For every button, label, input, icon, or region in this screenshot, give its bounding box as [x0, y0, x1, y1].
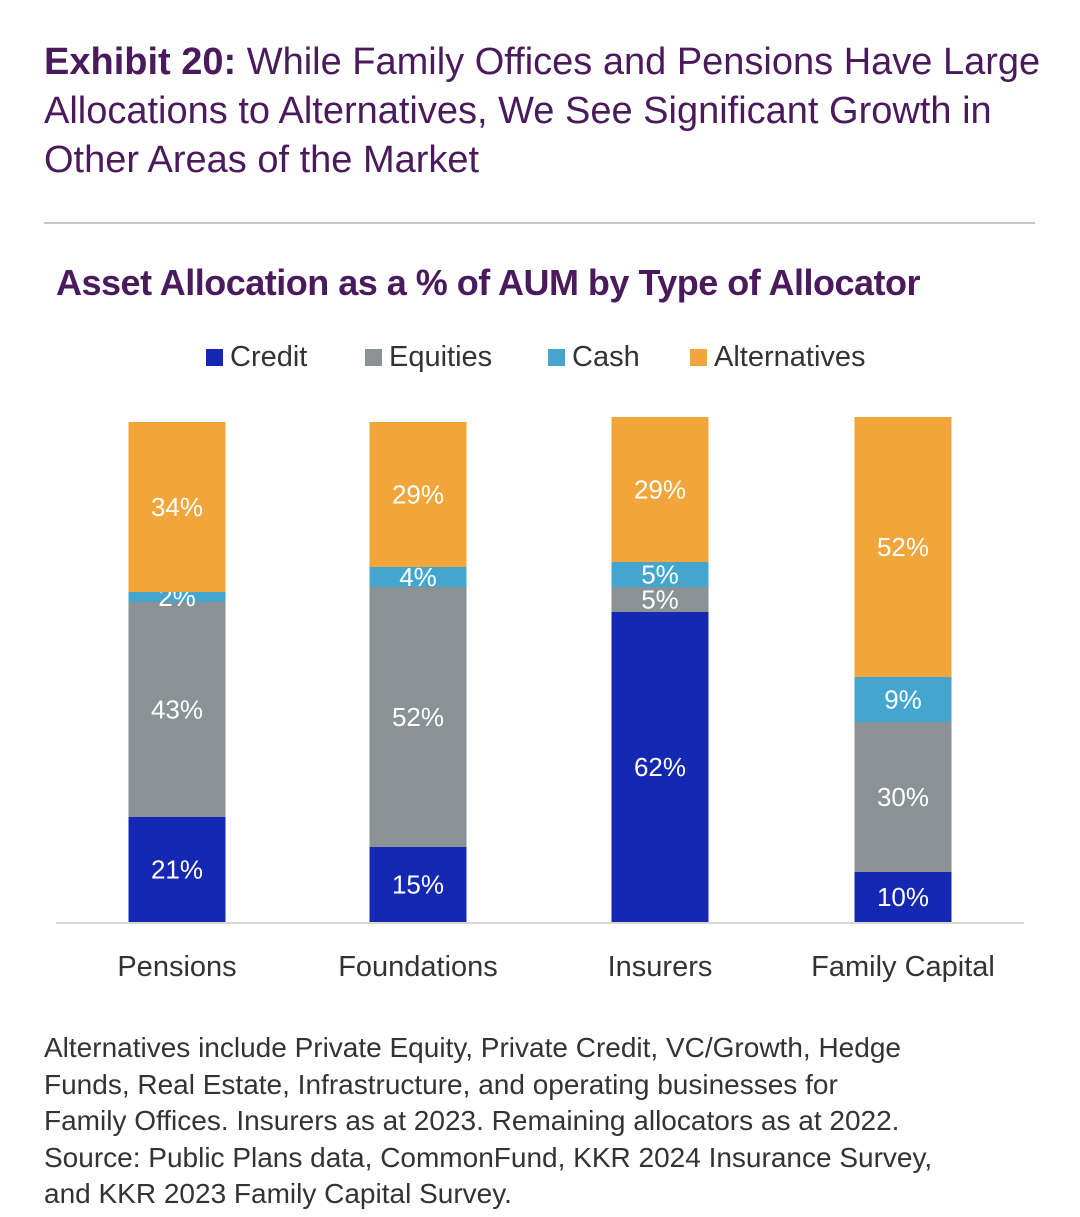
legend-swatch-cash [548, 348, 565, 366]
chart-footnote: Alternatives include Private Equity, Pri… [44, 1030, 1054, 1213]
bar-segment-cash-pensions [128, 592, 226, 602]
data-label: 62% [634, 752, 686, 782]
data-label: 29% [634, 475, 686, 505]
footnote-line: Funds, Real Estate, Infrastructure, and … [44, 1068, 838, 1100]
bar-segment-credit-insurers [611, 612, 709, 922]
legend-item-equities: Equities [365, 337, 492, 377]
legend-label-credit: Credit [230, 340, 308, 373]
footnote-line: Source: Public Plans data, CommonFund, K… [44, 1141, 933, 1173]
data-label: 30% [877, 782, 929, 812]
bar-segment-cash-foundations [369, 567, 467, 587]
bar-segment-alternatives-insurers [611, 417, 709, 562]
data-label: 5% [641, 585, 679, 615]
footnote-line: Alternatives include Private Equity, Pri… [44, 1032, 901, 1063]
legend-label-equities: Equities [389, 340, 493, 373]
legend-item-credit: Credit [206, 337, 307, 377]
x-tick-label: Insurers [608, 951, 713, 983]
x-tick-label: Family Capital [811, 951, 995, 983]
bar-segment-alternatives-foundations [369, 422, 467, 567]
exhibit-number: Exhibit 20: [44, 41, 237, 83]
legend-swatch-alternatives [690, 348, 707, 366]
bar-segment-equities-pensions [128, 602, 226, 817]
legend-item-alternatives: Alternatives [690, 337, 866, 377]
data-label: 15% [392, 870, 444, 900]
data-label: 34% [151, 492, 203, 522]
data-label: 10% [877, 882, 929, 912]
legend-item-cash: Cash [548, 337, 640, 377]
bar-segment-credit-family-capital [854, 872, 952, 922]
data-label: 52% [877, 532, 929, 562]
data-label: 43% [151, 695, 203, 725]
bar-segment-equities-insurers [611, 587, 709, 612]
legend-label-cash: Cash [572, 340, 640, 373]
bar-segment-cash-family-capital [854, 677, 952, 722]
chart-legend: Credit Equities Cash Alternatives [0, 337, 1080, 377]
data-label: 52% [392, 702, 444, 732]
x-tick-label: Foundations [338, 951, 498, 983]
bar-segment-alternatives-family-capital [854, 417, 952, 677]
bar-segment-credit-foundations [369, 847, 467, 922]
stacked-bar-chart: 21%43%2%34%Pensions15%52%4%29%Foundation… [56, 417, 1024, 983]
data-label: 29% [392, 480, 444, 510]
data-label: 5% [641, 560, 679, 590]
exhibit-header: Exhibit 20: While Family Offices and Pen… [44, 38, 1044, 185]
bar-segment-equities-foundations [369, 587, 467, 847]
footnote-line: and KKR 2023 Family Capital Survey. [44, 1178, 512, 1209]
bar-segment-alternatives-pensions [128, 422, 226, 592]
x-tick-label: Pensions [117, 951, 236, 983]
footnote-line: Family Offices. Insurers as at 2023. Rem… [44, 1105, 900, 1136]
header-divider [44, 222, 1035, 224]
chart-title: Asset Allocation as a % of AUM by Type o… [56, 262, 920, 303]
data-label: 21% [151, 855, 203, 885]
bar-segment-equities-family-capital [854, 722, 952, 872]
legend-swatch-credit [206, 348, 223, 366]
legend-swatch-equities [365, 348, 382, 366]
bar-segment-cash-insurers [611, 562, 709, 587]
bar-segment-credit-pensions [128, 817, 226, 922]
data-label: 9% [884, 685, 922, 715]
exhibit-title: While Family Offices and Pensions Have L… [44, 41, 1041, 181]
legend-label-alternatives: Alternatives [714, 340, 866, 373]
